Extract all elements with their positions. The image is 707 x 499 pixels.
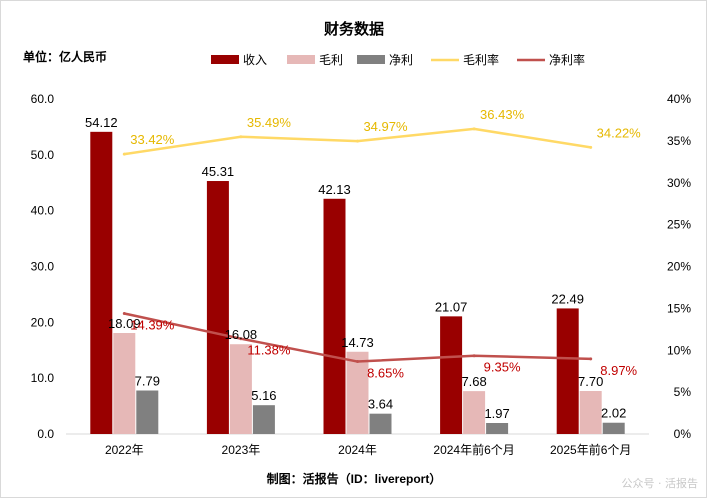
line-point-净利率 [472,354,476,358]
bar-data-label: 7.70 [578,374,603,389]
unit-label: 单位：亿人民币 [23,49,107,64]
line-data-label: 14.39% [130,317,175,332]
line-point-毛利率 [472,127,476,131]
legend-label-净利: 净利 [389,53,413,67]
axes: 0.0 10.0 20.0 30.0 40.0 50.0 60.0 0% 5% 10% 15% 20%… [31,92,692,457]
source-label: 制图：活报告（ID：livereport） [267,471,442,486]
y-left-tick-label: 50.0 [31,148,55,162]
bars [90,131,625,434]
y-right-tick-label: 15% [667,301,691,315]
line-point-毛利率 [589,145,593,149]
line-point-净利率 [589,357,593,361]
bar-data-label: 42.13 [318,182,351,197]
y-right-tick-label: 30% [667,176,691,190]
line-data-label: 11.38% [247,343,291,358]
legend-label-收入: 收入 [243,53,267,67]
line-data-label: 34.22% [597,125,642,140]
y-left-tick-label: 10.0 [31,371,55,385]
bar-净利 [252,405,275,434]
bar-data-label: 3.64 [368,397,393,412]
bar-data-label: 1.97 [484,406,509,421]
legend-label-净利率: 净利率 [549,52,585,67]
line-point-净利率 [239,337,243,341]
y-right-tick-label: 0% [674,427,692,441]
bar-毛利 [346,351,369,434]
line-data-label: 34.97% [363,119,408,134]
y-left-tick-label: 20.0 [31,315,55,329]
bar-毛利 [579,391,602,434]
chart-title: 财务数据 [324,20,384,38]
bar-data-label: 2.02 [601,406,626,421]
bar-data-label: 16.08 [225,327,258,342]
data-labels: 54.12 45.31 42.13 21.07 22.49 18.09 16.08 14.73… [85,107,641,421]
bar-data-label: 7.68 [461,374,486,389]
bar-data-label: 5.16 [251,388,276,403]
x-tick-label: 2025年前6个月 [550,442,631,457]
bar-收入 [556,308,579,434]
line-point-毛利率 [356,139,359,143]
bar-净利 [136,390,159,434]
bar-data-label: 22.49 [551,291,584,306]
x-tick-label: 2023年 [222,443,261,457]
bar-毛利 [463,391,486,434]
y-left-tick-label: 60.0 [31,92,55,106]
line-point-毛利率 [239,135,243,139]
y-left-tick-label: 40.0 [31,204,55,218]
bar-净利 [486,423,509,434]
bar-data-label: 45.31 [202,164,235,179]
y-right-tick-label: 35% [667,134,691,148]
bar-毛利 [229,344,252,434]
y-right-tick-label: 5% [674,385,692,399]
y-right-tick-label: 40% [667,92,691,106]
line-data-label: 8.97% [600,363,637,378]
line-data-label: 9.35% [484,360,521,375]
line-point-净利率 [122,311,126,315]
y-right-tick-label: 10% [667,343,691,357]
legend-label-毛利率: 毛利率 [463,52,499,67]
x-tick-label: 2024年 [338,443,377,457]
bar-收入 [323,198,346,434]
line-point-净利率 [356,360,359,364]
line-point-毛利率 [122,152,126,156]
lines [122,127,593,364]
bar-净利 [602,422,625,434]
y-left-tick-label: 30.0 [31,260,55,274]
bar-净利 [369,413,392,434]
bar-data-label: 7.79 [135,374,160,389]
bar-毛利 [113,332,136,434]
legend: 收入 毛利 净利 毛利率 净利率 [211,52,585,67]
y-right-tick-label: 25% [667,218,691,232]
bar-data-label: 14.73 [341,335,374,350]
bar-data-label: 18.09 [108,316,141,331]
line-data-label: 33.42% [130,132,175,147]
line-data-label: 35.49% [247,115,292,130]
watermark: 公众号 · 活报告 [621,477,699,490]
line-data-label: 36.43% [480,107,525,122]
legend-swatch-收入 [211,55,239,64]
y-left-tick-label: 0.0 [37,427,54,441]
bar-data-label: 21.07 [435,299,468,314]
legend-swatch-毛利 [287,55,315,64]
y-right-tick-label: 20% [667,260,691,274]
bar-data-label: 54.12 [85,115,118,130]
legend-swatch-净利 [357,55,385,64]
bar-收入 [90,131,113,434]
legend-label-毛利: 毛利 [319,53,343,67]
x-tick-label: 2022年 [105,443,144,457]
bar-收入 [206,181,229,434]
line-data-label: 8.65% [367,366,404,381]
x-tick-label: 2024年前6个月 [433,442,514,457]
bar-收入 [440,316,463,434]
